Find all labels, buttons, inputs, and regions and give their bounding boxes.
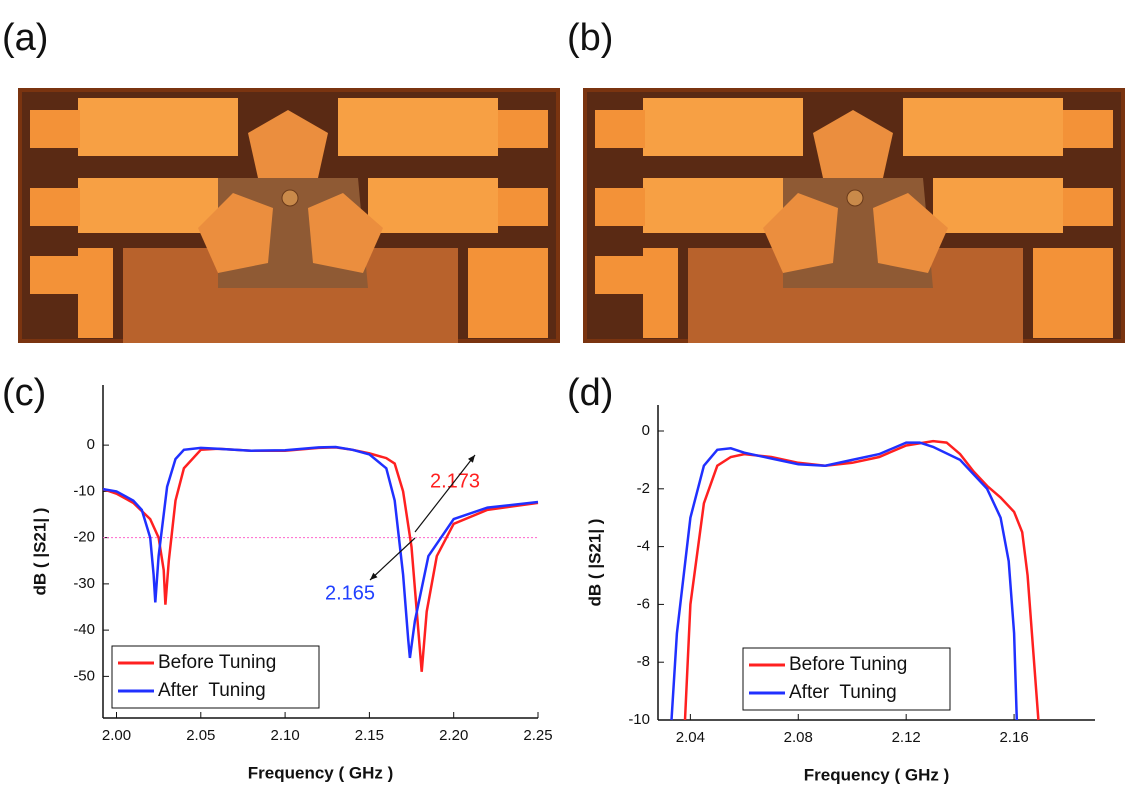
y-tick-label: -30 <box>73 575 95 592</box>
x-tick-label: 2.00 <box>102 727 131 744</box>
legend-box <box>742 647 951 711</box>
y-tick-label: -8 <box>637 653 650 670</box>
y-tick-label: -10 <box>628 711 650 728</box>
panel-label: (c) <box>2 372 46 414</box>
panel-label: (b) <box>567 17 613 59</box>
legend-label: After Tuning <box>789 682 897 703</box>
x-tick-label: 2.16 <box>999 729 1028 746</box>
x-tick-label: 2.15 <box>355 727 384 744</box>
x-tick-label: 2.10 <box>270 727 299 744</box>
y-tick-label: -50 <box>73 667 95 684</box>
legend-label: Before Tuning <box>158 652 276 673</box>
x-axis-label: Frequency ( GHz ) <box>804 765 949 784</box>
series-line <box>102 445 539 659</box>
arrow-head <box>370 572 378 580</box>
y-axis-label: dB ( |S21| ) <box>585 519 604 607</box>
y-tick-label: -4 <box>637 538 650 555</box>
legend-label: Before Tuning <box>789 654 907 675</box>
x-tick-label: 2.08 <box>784 729 813 746</box>
x-tick-label: 2.05 <box>186 727 215 744</box>
y-tick-label: 0 <box>642 422 650 439</box>
legend-label: After Tuning <box>158 680 266 701</box>
y-axis-label: dB ( |S21| ) <box>30 508 49 596</box>
annotation-arrow <box>414 454 476 533</box>
arrow-head <box>468 455 475 463</box>
y-tick-label: -10 <box>73 482 95 499</box>
panel-label: (d) <box>567 372 613 414</box>
x-tick-label: 2.20 <box>439 727 468 744</box>
y-tick-label: -40 <box>73 621 95 638</box>
series-line <box>683 439 1040 721</box>
x-axis-label: Frequency ( GHz ) <box>248 763 393 782</box>
annotation-arrow <box>369 537 416 581</box>
micrograph-a <box>17 87 561 344</box>
x-tick-label: 2.12 <box>892 729 921 746</box>
annotation: 2.165 <box>325 582 375 604</box>
y-tick-label: -2 <box>637 480 650 497</box>
micrograph-b <box>582 87 1126 344</box>
legend-box <box>111 645 320 709</box>
panel-label: (a) <box>2 17 48 59</box>
y-tick-label: 0 <box>87 436 95 453</box>
y-tick-label: -6 <box>637 595 650 612</box>
x-tick-label: 2.04 <box>676 729 705 746</box>
x-tick-label: 2.25 <box>523 727 552 744</box>
y-tick-label: -20 <box>73 529 95 546</box>
series-line <box>670 441 1019 721</box>
